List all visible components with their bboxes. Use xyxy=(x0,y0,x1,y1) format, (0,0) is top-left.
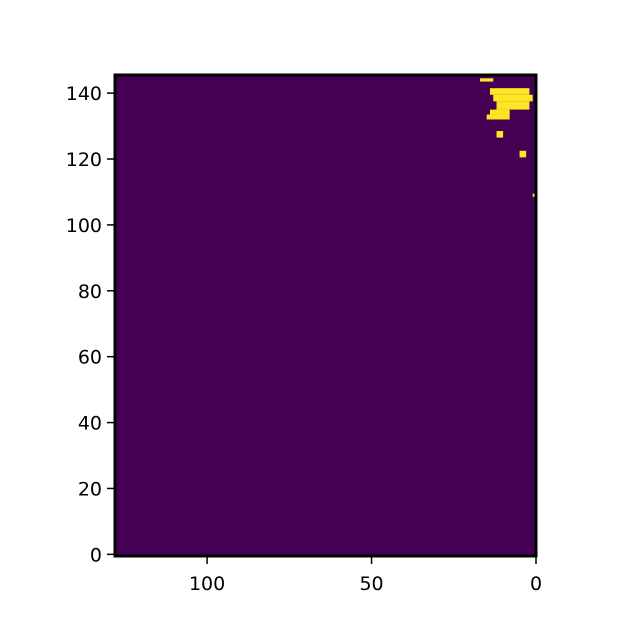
highlight-cell-8 xyxy=(532,193,536,197)
heatmap-cells xyxy=(480,78,536,197)
plot-frame xyxy=(113,73,538,558)
y-tick-label: 0 xyxy=(90,544,102,566)
y-tick-label: 60 xyxy=(78,347,102,369)
x-tick-label: 100 xyxy=(189,573,225,595)
highlight-cell-3 xyxy=(496,101,530,110)
y-tick-label: 140 xyxy=(66,83,102,105)
highlight-cell-0 xyxy=(480,78,494,82)
highlight-cell-6 xyxy=(496,131,504,138)
highlight-cell-1 xyxy=(489,88,530,95)
highlight-cell-2 xyxy=(493,94,533,102)
x-tick-label: 50 xyxy=(359,573,383,595)
highlight-cell-4 xyxy=(489,109,510,115)
y-tick-label: 100 xyxy=(66,215,102,237)
highlight-cell-5 xyxy=(486,114,510,120)
y-tick-label: 80 xyxy=(78,281,102,303)
y-axis: 0 20 40 60 80 100 120 140 xyxy=(66,83,115,566)
y-tick-label: 120 xyxy=(66,149,102,171)
plot-area xyxy=(115,75,536,556)
highlight-cell-7 xyxy=(519,150,527,158)
y-tick-label: 40 xyxy=(78,413,102,435)
y-tick-label: 20 xyxy=(78,478,102,500)
x-tick-label: 0 xyxy=(530,573,542,595)
x-axis: 100 50 0 xyxy=(189,556,542,595)
